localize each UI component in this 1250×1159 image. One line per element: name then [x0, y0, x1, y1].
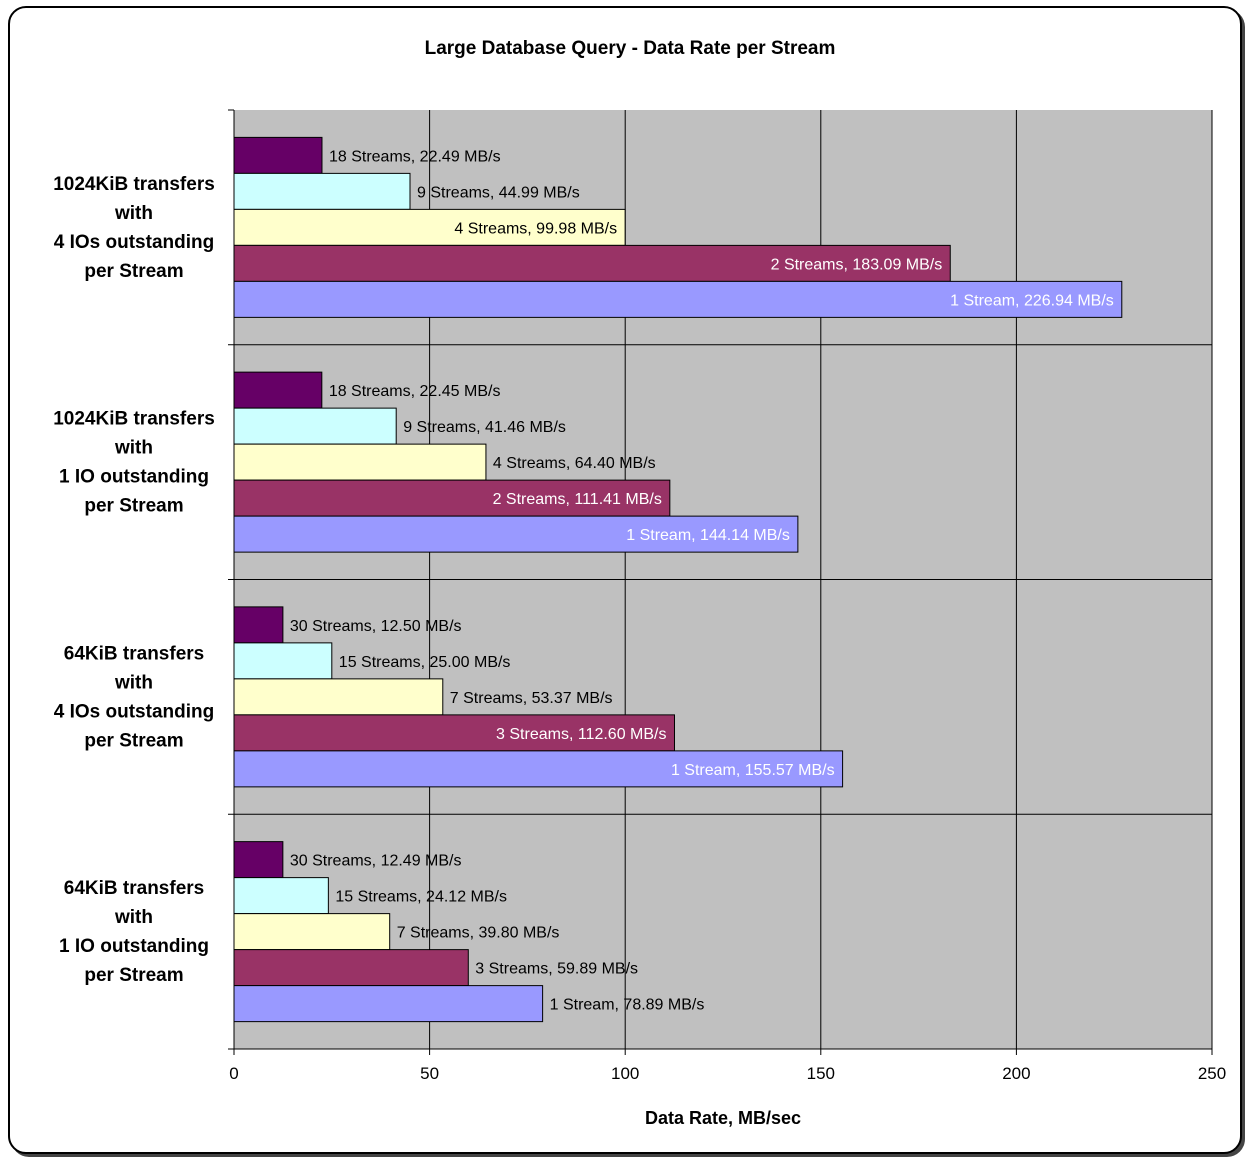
- category-label: with: [114, 672, 153, 693]
- data-label: 9 Streams, 44.99 MB/s: [417, 184, 580, 201]
- bar: [233, 443, 487, 481]
- category-label: 1 IO outstanding: [59, 936, 209, 957]
- bar: [233, 750, 844, 788]
- category-label: per Stream: [84, 730, 183, 751]
- bar: [233, 642, 333, 680]
- bar: [233, 479, 671, 517]
- bar: [233, 208, 626, 246]
- category-label: 64KiB transfers: [64, 878, 204, 899]
- data-label: 1 Stream, 78.89 MB/s: [550, 997, 705, 1014]
- data-label: 15 Streams, 25.00 MB/s: [339, 654, 511, 671]
- category-label: 4 IOs outstanding: [54, 232, 214, 253]
- bar: [233, 877, 329, 915]
- category-label: 1024KiB transfers: [53, 174, 215, 195]
- x-tick-label: 0: [229, 1064, 238, 1083]
- data-label: 18 Streams, 22.49 MB/s: [329, 148, 501, 165]
- bar: [233, 913, 391, 951]
- data-label: 1 Stream, 155.57 MB/s: [671, 762, 835, 779]
- data-label: 2 Streams, 111.41 MB/s: [493, 491, 662, 508]
- bar: [233, 841, 284, 879]
- category-label: with: [114, 203, 153, 224]
- data-label: 4 Streams, 99.98 MB/s: [454, 220, 617, 237]
- category-label: per Stream: [84, 261, 183, 282]
- category-label: with: [114, 907, 153, 928]
- data-label: 3 Streams, 59.89 MB/s: [475, 961, 638, 978]
- category-label: 1 IO outstanding: [59, 467, 209, 488]
- bar: [233, 136, 323, 174]
- data-label: 7 Streams, 39.80 MB/s: [397, 925, 560, 942]
- bar: [233, 714, 675, 752]
- bar: [233, 515, 799, 553]
- x-axis-label: Data Rate, MB/sec: [645, 1108, 801, 1128]
- data-label: 7 Streams, 53.37 MB/s: [450, 690, 613, 707]
- data-label: 1 Stream, 144.14 MB/s: [626, 527, 790, 544]
- bar: [233, 606, 284, 644]
- data-label: 9 Streams, 41.46 MB/s: [403, 419, 566, 436]
- bar: [233, 407, 397, 445]
- category-label: 1024KiB transfers: [53, 409, 215, 430]
- data-label: 18 Streams, 22.45 MB/s: [329, 383, 501, 400]
- category-label: with: [114, 438, 153, 459]
- bar: [233, 949, 469, 987]
- bar: [233, 678, 444, 716]
- x-tick-label: 50: [420, 1064, 439, 1083]
- category-label: per Stream: [84, 965, 183, 986]
- x-tick-label: 250: [1198, 1064, 1226, 1083]
- category-label: 4 IOs outstanding: [54, 701, 214, 722]
- category-label: 64KiB transfers: [64, 643, 204, 664]
- category-label: per Stream: [84, 496, 183, 517]
- bar: [233, 280, 1123, 318]
- x-tick-label: 200: [1002, 1064, 1030, 1083]
- x-tick-label: 150: [807, 1064, 835, 1083]
- plot-area: 0 50 100 150 200 250 1024KiB transfers with 4 IO…: [53, 109, 1226, 1083]
- chart-title: Large Database Query - Data Rate per Str…: [425, 38, 836, 59]
- bar: [233, 172, 411, 210]
- data-label: 15 Streams, 24.12 MB/s: [335, 889, 507, 906]
- bar: [233, 244, 951, 282]
- x-tick-label: 100: [611, 1064, 639, 1083]
- data-label: 4 Streams, 64.40 MB/s: [493, 455, 656, 472]
- data-label: 2 Streams, 183.09 MB/s: [771, 256, 943, 273]
- data-label: 30 Streams, 12.50 MB/s: [290, 618, 462, 635]
- bar: [233, 985, 544, 1023]
- data-label: 1 Stream, 226.94 MB/s: [950, 292, 1114, 309]
- data-label: 30 Streams, 12.49 MB/s: [290, 853, 462, 870]
- bar: [233, 371, 323, 409]
- data-label: 3 Streams, 112.60 MB/s: [496, 726, 666, 743]
